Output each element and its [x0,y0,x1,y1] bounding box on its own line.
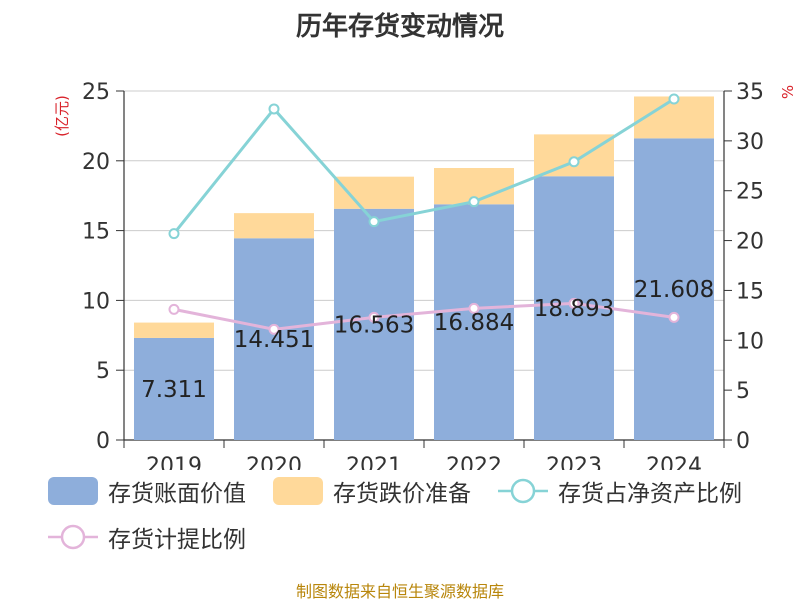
x-axis-tick-label: 2020 [246,454,302,470]
line-provision-ratio-point [168,303,180,315]
left-axis-tick-label: 15 [82,220,110,245]
x-axis-tick-label: 2023 [546,454,602,470]
bar-book-value [234,238,314,440]
bar-book-value [434,204,514,440]
right-axis-tick-label: 15 [736,279,764,304]
chart-plot: 0 5 10 15 20 25 0 5 10 15 20 25 30 35 (亿元)% 2019 2020 202… [53,80,797,470]
data-source-note: 制图数据来自恒生聚源数据库 [295,582,504,601]
right-axis-tick-label: 35 [736,80,764,105]
bar-data-label: 7.311 [141,377,207,403]
right-axis-tick-label: 10 [736,329,764,354]
left-axis-tick-label: 25 [82,80,110,105]
x-axis-tick-label: 2024 [646,454,702,470]
right-axis-tick-label: 30 [736,130,764,155]
legend-label-impairment: 存货跌价准备 [333,481,471,507]
left-axis-tick-label: 0 [96,429,110,454]
bar-impairment [134,322,214,338]
line-provision-ratio-point [368,311,380,323]
left-axis-title: (亿元) [53,95,71,137]
right-axis-tick-label: 5 [736,379,750,404]
legend-swatch-provision-ratio [48,524,98,550]
bar-impairment [334,176,414,209]
line-ratio-net-assets-point [568,156,580,168]
legend-item-book-value[interactable]: 存货账面价值 [48,474,246,508]
legend-swatch-book-value [48,477,98,505]
left-axis-tick-label: 5 [96,359,110,384]
line-ratio-net-assets-point [168,228,180,240]
line-provision-ratio-point [268,323,280,335]
legend-item-ratio-net-assets[interactable]: 存货占净资产比例 [498,474,742,508]
line-ratio-net-assets [172,97,675,235]
line-ratio-net-assets-point [468,196,480,208]
line-provision-ratio [173,301,675,331]
right-axis-tick-label: 25 [736,180,764,205]
line-provision-ratio-point [668,311,680,323]
bar-data-label: 18.893 [534,296,614,322]
legend-swatch-impairment [273,477,323,505]
legend-label-book-value: 存货账面价值 [108,481,246,507]
bar-book-value [134,337,214,440]
right-axis-tick-label: 20 [736,230,764,255]
bar-impairment [534,134,614,177]
line-provision-ratio-point [468,302,480,314]
right-axis-title: % [779,85,797,99]
x-axis-tick-label: 2021 [346,454,402,470]
bar-impairment [234,213,314,239]
line-ratio-net-assets-point [268,103,280,115]
chart-title: 历年存货变动情况 [295,12,504,42]
right-axis-tick-label: 0 [736,429,750,454]
legend-item-provision-ratio[interactable]: 存货计提比例 [48,520,246,554]
legend-label-provision-ratio: 存货计提比例 [108,527,246,553]
line-ratio-net-assets-point [668,93,680,105]
legend-label-ratio-net-assets: 存货占净资产比例 [558,481,742,507]
bar-book-value [334,208,414,440]
x-axis-tick-label: 2019 [146,454,202,470]
left-axis-tick-label: 10 [82,289,110,314]
x-axis-tick-label: 2022 [446,454,502,470]
bar-data-label: 16.884 [434,310,514,336]
left-axis-tick-label: 20 [82,150,110,175]
line-ratio-net-assets-point [368,216,380,228]
bar-data-label: 14.451 [234,327,314,353]
legend-swatch-ratio-net-assets [498,478,548,504]
legend-item-impairment[interactable]: 存货跌价准备 [273,474,471,508]
line-provision-ratio-point [568,297,580,309]
bar-data-label: 21.608 [634,277,714,303]
bar-book-value [634,138,714,440]
bar-data-label: 16.563 [334,312,414,338]
